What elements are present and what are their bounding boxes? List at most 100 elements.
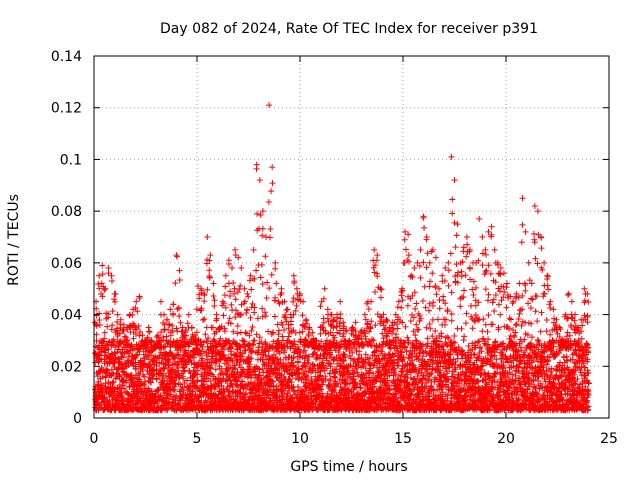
data-point [258, 261, 265, 268]
data-point [461, 333, 468, 340]
data-point [126, 383, 133, 390]
data-point [201, 290, 208, 297]
data-point [460, 244, 467, 251]
data-point [197, 350, 204, 357]
data-point [273, 280, 280, 287]
data-point [398, 289, 405, 296]
data-point [132, 365, 139, 372]
data-point [401, 236, 408, 243]
data-point [407, 317, 414, 324]
data-point [121, 333, 128, 340]
data-point [432, 254, 439, 261]
data-point [125, 357, 132, 364]
data-point [206, 273, 213, 280]
data-point [221, 292, 228, 299]
data-point [114, 318, 121, 325]
data-point [94, 380, 101, 387]
data-point [129, 311, 136, 318]
data-point [180, 375, 187, 382]
data-point [147, 379, 154, 386]
data-point [259, 225, 266, 232]
data-point [104, 368, 111, 375]
roti-data-points [91, 102, 592, 414]
data-point [299, 312, 306, 319]
data-point [457, 303, 464, 310]
data-point [444, 308, 451, 315]
data-point [447, 250, 454, 257]
data-point [199, 355, 206, 362]
data-point [181, 352, 188, 359]
data-point [272, 259, 279, 266]
data-point [411, 265, 418, 272]
data-point [176, 276, 183, 283]
data-point [167, 332, 174, 339]
data-point [451, 332, 458, 339]
data-point [169, 327, 176, 334]
data-point [278, 285, 285, 292]
data-point [253, 331, 260, 338]
data-point [238, 265, 245, 272]
data-point [265, 199, 272, 206]
data-point [352, 319, 359, 326]
data-point [100, 395, 107, 402]
data-point [123, 403, 130, 410]
data-point [184, 377, 191, 384]
data-point [165, 370, 172, 377]
data-point [429, 270, 436, 277]
data-point [116, 373, 123, 380]
data-point [167, 306, 174, 313]
data-point [427, 278, 434, 285]
data-point [176, 267, 183, 274]
data-point [108, 272, 115, 279]
data-point [439, 272, 446, 279]
data-point [445, 259, 452, 266]
data-point [220, 312, 227, 319]
data-point [98, 348, 105, 355]
data-point [166, 380, 173, 387]
data-point [141, 354, 148, 361]
data-point [98, 280, 105, 287]
data-point [398, 304, 405, 311]
data-point [268, 271, 275, 278]
data-point [137, 328, 144, 335]
data-point [132, 324, 139, 331]
data-point [190, 338, 197, 345]
data-point [195, 283, 202, 290]
data-point [116, 358, 123, 365]
data-point [219, 298, 226, 305]
data-point [217, 357, 224, 364]
data-point [105, 265, 112, 272]
data-point [230, 279, 237, 286]
data-point [137, 385, 144, 392]
data-point [309, 329, 316, 336]
data-point [188, 324, 195, 331]
data-point [207, 377, 214, 384]
data-point [171, 386, 178, 393]
data-point [259, 281, 266, 288]
data-point [107, 355, 114, 362]
data-point [185, 311, 192, 318]
data-point [162, 351, 169, 358]
data-point [211, 297, 218, 304]
data-point [337, 311, 344, 318]
data-point [230, 328, 237, 335]
data-point [357, 384, 364, 391]
data-point [112, 298, 119, 305]
data-point [210, 280, 217, 287]
data-point [266, 234, 273, 241]
data-point [423, 324, 430, 331]
data-point [135, 398, 142, 405]
data-point [458, 325, 465, 332]
data-point [122, 388, 129, 395]
data-point [187, 374, 194, 381]
data-point [119, 368, 126, 375]
data-point [104, 397, 111, 404]
data-point [115, 359, 122, 366]
data-point [242, 329, 249, 336]
data-point [463, 310, 470, 317]
data-point [433, 291, 440, 298]
data-point [130, 320, 137, 327]
data-point [395, 298, 402, 305]
data-point [245, 293, 252, 300]
data-point [462, 320, 469, 327]
